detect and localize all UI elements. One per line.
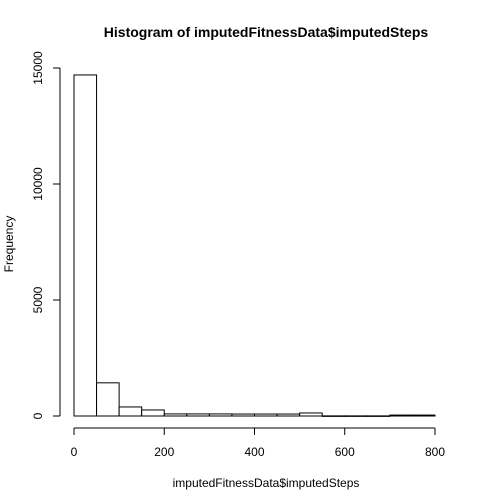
histogram-bar-13 <box>366 415 391 417</box>
x-axis-label: imputedFitnessData$imputedSteps <box>173 476 360 490</box>
histogram-bar-5 <box>186 413 210 417</box>
chart-title: Histogram of imputedFitnessData$imputedS… <box>104 24 429 40</box>
histogram-bar-0 <box>73 74 98 417</box>
x-axis: 0 200 400 600 800 <box>71 427 445 459</box>
histogram-bar-7 <box>231 413 255 417</box>
y-axis: 0 5000 10000 15000 <box>31 51 61 419</box>
histogram-bar-8 <box>254 413 278 417</box>
histogram-bar-4 <box>163 413 188 417</box>
y-tick-label-3: 15000 <box>31 51 45 85</box>
bars-group <box>73 74 436 417</box>
histogram-bar-12 <box>344 415 368 417</box>
x-tick-label-3: 600 <box>335 445 355 459</box>
histogram-bar-10 <box>299 412 323 417</box>
y-tick-label-0: 0 <box>31 412 45 419</box>
histogram-bar-9 <box>276 413 301 417</box>
histogram-bar-2 <box>118 406 143 417</box>
histogram-bar-14 <box>389 414 413 417</box>
y-tick-label-2: 10000 <box>31 167 45 201</box>
x-tick-label-0: 0 <box>71 445 78 459</box>
histogram-bar-11 <box>321 415 346 417</box>
x-tick-label-2: 400 <box>244 445 264 459</box>
histogram-bar-1 <box>96 382 120 417</box>
x-tick-label-4: 800 <box>425 445 445 459</box>
histogram-bar-6 <box>208 413 233 417</box>
histogram-bar-15 <box>411 414 436 417</box>
y-axis-label: Frequency <box>2 216 16 273</box>
histogram-bar-3 <box>141 409 165 417</box>
x-tick-label-1: 200 <box>154 445 174 459</box>
y-tick-label-1: 5000 <box>31 286 45 313</box>
